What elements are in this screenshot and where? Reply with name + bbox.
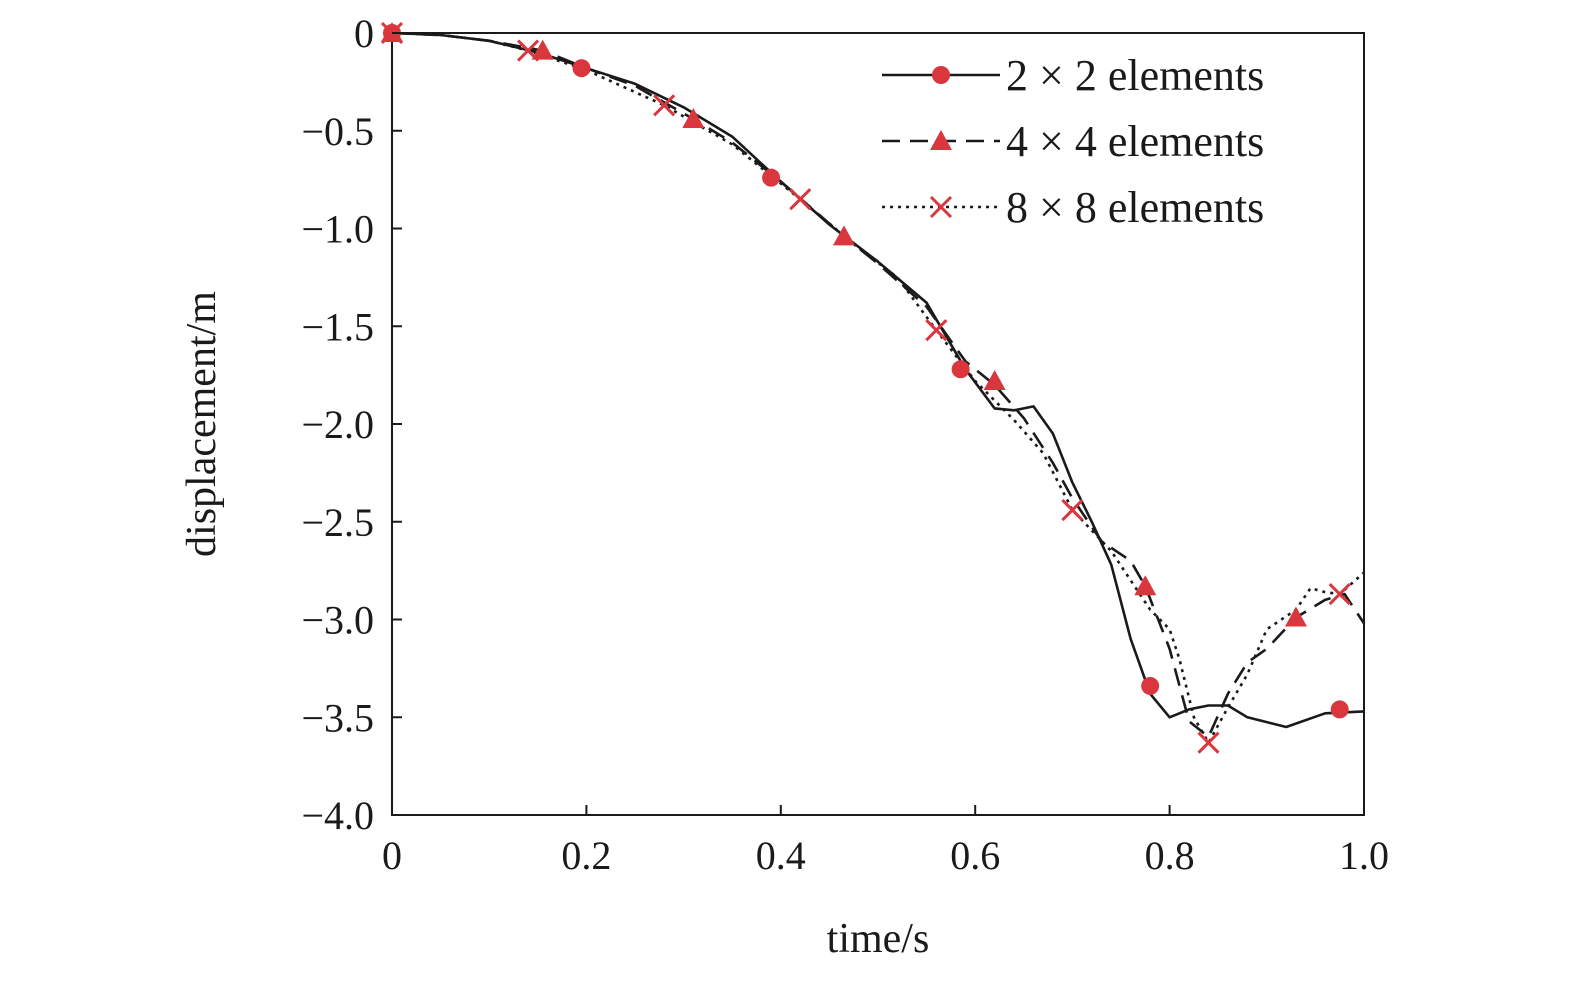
legend-label-3: 8 × 8 elements (1006, 183, 1264, 232)
legend-label-2: 4 × 4 elements (1006, 117, 1264, 166)
x-tick-label: 1.0 (1339, 833, 1389, 878)
legend-marker-2 (930, 130, 952, 150)
series-2-marker (832, 225, 855, 246)
series-line-3 (391, 31, 1365, 744)
y-tick-label: −1.5 (301, 304, 374, 349)
x-tick-label: 0.6 (950, 833, 1000, 878)
series-2-marker (1284, 606, 1307, 627)
series-3-marker (1061, 498, 1084, 522)
legend-label-1: 2 × 2 elements (1006, 51, 1264, 100)
series-2-marker (682, 108, 705, 129)
x-tick-label: 0 (382, 833, 402, 878)
x-axis-ticks: 0 0.2 0.4 0.6 0.8 1.0 (382, 805, 1389, 878)
y-tick-label: −1.0 (301, 207, 374, 252)
y-tick-label: −2.0 (301, 402, 374, 447)
x-axis-title: time/s (827, 916, 930, 962)
x-tick-label: 0.8 (1145, 833, 1195, 878)
y-tick-label: −2.5 (301, 500, 374, 545)
x-tick-label: 0.2 (561, 833, 611, 878)
series-2-marker (531, 39, 554, 60)
y-tick-label: −3.0 (301, 598, 374, 643)
series-3-marker (1328, 583, 1351, 606)
series-line-1 (391, 31, 1365, 729)
series-2-marker (1134, 575, 1157, 596)
x-tick-label: 0.4 (756, 833, 806, 878)
series-lines (391, 31, 1366, 744)
series-3-marker (925, 319, 948, 342)
y-tick-label: −0.5 (301, 109, 374, 154)
series-3-marker (653, 94, 676, 117)
series-1-marker (951, 360, 970, 379)
y-axis-ticks: 0 −0.5 −1.0 −1.5 −2.0 −2.5 −3.0 −3.5 −4.0 (301, 11, 402, 838)
series-markers (380, 21, 1351, 754)
series-line-2 (391, 31, 1366, 739)
y-tick-label: 0 (354, 11, 374, 56)
series-1-marker (762, 168, 781, 187)
series-1-marker (1141, 676, 1160, 695)
y-tick-label: −3.5 (301, 695, 374, 740)
series-3-marker (789, 188, 812, 211)
series-3-marker (517, 39, 540, 62)
series-1-marker (1330, 700, 1349, 719)
y-tick-label: −4.0 (301, 793, 374, 838)
legend-marker-3 (929, 195, 953, 219)
series-2-marker (983, 369, 1006, 390)
legend-marker-1 (932, 66, 950, 84)
series-1-marker (572, 59, 591, 78)
legend: 2 × 2 elements 4 × 4 elements 8 × 8 elemen… (882, 51, 1264, 232)
series-3-marker (1197, 731, 1220, 754)
y-axis-title: displacement/m (179, 291, 225, 557)
